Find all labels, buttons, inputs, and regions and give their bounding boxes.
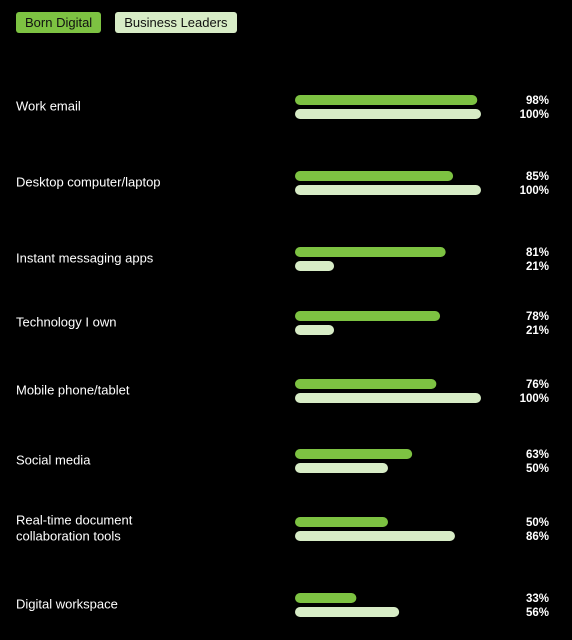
bar-born-digital-work-email [295,95,478,105]
bar-business-leaders-social-media [295,463,388,473]
category-label-mobile-phone-tablet: Mobile phone/tablet [16,383,130,398]
bar-business-leaders-desktop-computer-laptop [295,185,481,195]
legend: Born Digital Business Leaders [16,12,237,33]
bar-born-digital-digital-workspace [295,593,357,603]
value-label-business-leaders-social-media: 50% [526,463,549,475]
category-label-instant-messaging-apps: Instant messaging apps [16,251,154,266]
bar-born-digital-instant-messaging-apps [295,247,446,257]
bar-business-leaders-instant-messaging-apps [295,261,335,271]
value-label-born-digital-desktop-computer-laptop: 85% [526,171,549,183]
value-label-business-leaders-digital-workspace: 56% [526,607,549,619]
category-label-work-email: Work email [16,99,81,114]
category-label-social-media: Social media [16,453,91,468]
category-label-digital-workspace: Digital workspace [16,597,118,612]
bar-business-leaders-work-email [295,109,481,119]
bar-business-leaders-technology-i-own [295,325,335,335]
value-label-born-digital-technology-i-own: 78% [526,311,549,323]
category-label-real-time-document-collaboration-tools: Real-time document collaboration tools [16,513,133,544]
bar-born-digital-social-media [295,449,413,459]
value-label-born-digital-digital-workspace: 33% [526,593,549,605]
value-label-born-digital-work-email: 98% [526,95,549,107]
legend-item-business-leaders: Business Leaders [115,12,237,33]
bar-born-digital-desktop-computer-laptop [295,171,454,181]
value-label-born-digital-social-media: 63% [526,449,549,461]
bar-business-leaders-real-time-document-collaboration-tools [295,531,455,541]
value-label-business-leaders-real-time-document-collaboration-tools: 86% [526,531,549,543]
value-label-business-leaders-work-email: 100% [520,109,549,121]
value-label-born-digital-mobile-phone-tablet: 76% [526,379,549,391]
value-label-born-digital-instant-messaging-apps: 81% [526,247,549,259]
bar-born-digital-technology-i-own [295,311,441,321]
value-label-business-leaders-instant-messaging-apps: 21% [526,261,549,273]
category-label-technology-i-own: Technology I own [16,315,116,330]
value-label-born-digital-real-time-document-collaboration-tools: 50% [526,517,549,529]
value-label-business-leaders-technology-i-own: 21% [526,325,549,337]
value-label-business-leaders-desktop-computer-laptop: 100% [520,185,549,197]
bar-business-leaders-mobile-phone-tablet [295,393,481,403]
category-label-desktop-computer-laptop: Desktop computer/laptop [16,175,161,190]
bar-born-digital-mobile-phone-tablet [295,379,437,389]
bar-born-digital-real-time-document-collaboration-tools [295,517,388,527]
bar-business-leaders-digital-workspace [295,607,400,617]
legend-item-born-digital: Born Digital [16,12,102,33]
value-label-business-leaders-mobile-phone-tablet: 100% [520,393,549,405]
